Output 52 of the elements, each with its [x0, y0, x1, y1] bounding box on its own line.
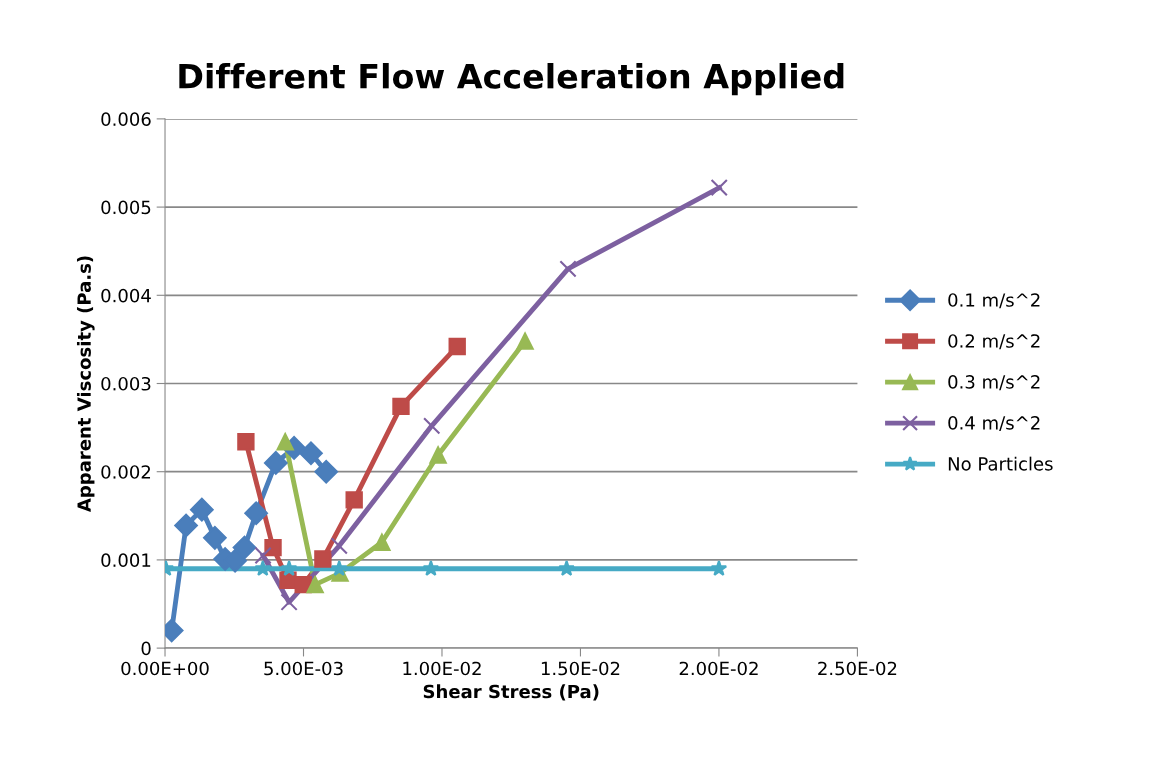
y-tick-label: 0.001 [101, 553, 151, 568]
legend-label: 0.1 m/s^2 [948, 293, 1040, 309]
point [558, 560, 575, 576]
y-axis-title: Apparent Viscosity (Pa.s) [76, 256, 95, 513]
point [254, 546, 272, 565]
point [314, 459, 339, 484]
legend-label: 0.2 m/s^2 [948, 334, 1040, 350]
x-tick-label: 2.50E-02 [818, 661, 897, 676]
point [299, 441, 323, 466]
point [710, 560, 728, 576]
x-tick-label: 2.00E-02 [679, 661, 758, 676]
point [174, 513, 198, 538]
point [254, 560, 272, 576]
point [345, 491, 363, 509]
point [244, 501, 268, 525]
point [330, 560, 348, 576]
point [373, 533, 391, 551]
point [276, 433, 294, 451]
point [232, 535, 257, 560]
y-tick-label: 0.005 [101, 200, 151, 215]
legend-label: 0.4 m/s^2 [948, 416, 1040, 432]
point [422, 560, 440, 576]
point [263, 451, 288, 475]
x-tick-label: 1.50E-02 [541, 661, 620, 676]
point [448, 337, 466, 356]
point [280, 593, 298, 611]
x-tick-label: 5.00E-03 [264, 661, 343, 676]
point [237, 433, 255, 451]
y-tick-label: 0.004 [101, 288, 151, 303]
point [190, 497, 214, 522]
x-tick-label: 0.00E+00 [121, 661, 209, 676]
y-tick-label: 0.002 [101, 465, 151, 479]
point [306, 575, 324, 594]
legend-label: 0.3 m/s^2 [948, 375, 1040, 391]
point [314, 550, 332, 568]
point [559, 260, 577, 278]
point [264, 538, 282, 557]
y-tick-label: 0 [141, 641, 151, 656]
point [280, 560, 298, 576]
y-tick-label: 0.003 [101, 376, 151, 391]
point [516, 332, 534, 350]
legend-label: No Particles [948, 456, 1053, 471]
point [392, 397, 410, 416]
x-axis-title: Shear Stress (Pa) [423, 684, 599, 701]
point [423, 417, 441, 435]
point [429, 446, 447, 464]
x-tick-label: 1.00E-02 [403, 661, 481, 676]
point [203, 526, 227, 550]
chart-title: Different Flow Acceleration Applied [179, 63, 844, 96]
y-tick-label: 0.006 [101, 112, 151, 126]
point [710, 179, 728, 197]
point [330, 537, 348, 555]
